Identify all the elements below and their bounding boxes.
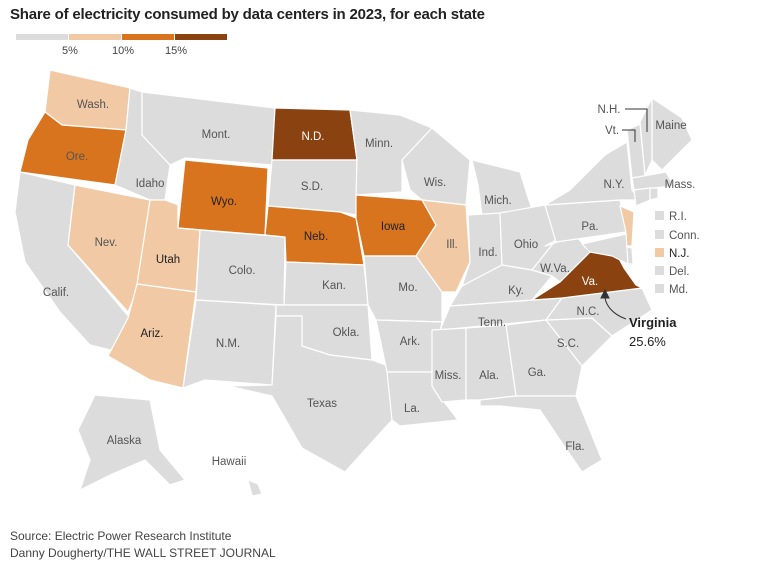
state-ri bbox=[649, 187, 659, 201]
label-ri: R.I. bbox=[669, 211, 687, 223]
label-ne: Neb. bbox=[304, 231, 328, 243]
color-legend bbox=[16, 34, 228, 40]
label-mt: Mont. bbox=[202, 129, 231, 141]
label-ut: Utah bbox=[156, 254, 180, 266]
label-ky: Ky. bbox=[508, 285, 524, 297]
label-az: Ariz. bbox=[141, 328, 164, 340]
label-de: Del. bbox=[669, 266, 689, 278]
de-swatch bbox=[655, 266, 664, 275]
label-hi: Hawaii bbox=[212, 456, 247, 468]
nh-leader-line bbox=[625, 108, 648, 132]
md-swatch bbox=[655, 284, 664, 293]
label-ny: N.Y. bbox=[604, 179, 625, 191]
label-mo: Mo. bbox=[398, 282, 417, 294]
state-ct bbox=[633, 187, 651, 207]
label-wa: Wash. bbox=[77, 99, 109, 111]
label-me: Maine bbox=[655, 120, 686, 132]
state-nm bbox=[182, 299, 277, 389]
label-nd: N.D. bbox=[302, 131, 325, 143]
label-id: Idaho bbox=[136, 178, 165, 190]
state-fl bbox=[479, 395, 603, 473]
ct-swatch bbox=[655, 230, 664, 239]
state-ga bbox=[505, 319, 583, 397]
legend-bin-3 bbox=[175, 34, 227, 40]
state-md bbox=[581, 233, 629, 265]
legend-bin-0 bbox=[16, 34, 68, 40]
label-va: Va. bbox=[582, 276, 598, 288]
label-fl: Fla. bbox=[565, 441, 584, 453]
legend-tick: 10% bbox=[112, 45, 135, 57]
label-ar: Ark. bbox=[400, 336, 420, 348]
label-ks: Kan. bbox=[322, 280, 346, 292]
label-mi: Mich. bbox=[484, 195, 511, 207]
ri-swatch bbox=[655, 211, 664, 220]
state-ms bbox=[431, 327, 467, 403]
state-sd bbox=[267, 159, 358, 216]
credit-note: Danny Dougherty/THE WALL STREET JOURNAL bbox=[10, 546, 276, 560]
virginia-callout-name: Virginia bbox=[629, 315, 677, 330]
label-sc: S.C. bbox=[557, 338, 579, 350]
legend-bin-2 bbox=[122, 34, 174, 40]
label-nj: N.J. bbox=[669, 248, 689, 260]
label-pa: Pa. bbox=[581, 221, 598, 233]
state-ak bbox=[77, 394, 186, 491]
label-wy: Wyo. bbox=[211, 196, 237, 208]
label-nc: N.C. bbox=[577, 306, 600, 318]
label-or: Ore. bbox=[66, 151, 88, 163]
label-ok: Okla. bbox=[333, 327, 360, 339]
label-nh: N.H. bbox=[598, 104, 621, 116]
footer: Source: Electric Power Research Institut… bbox=[10, 528, 276, 562]
virginia-callout-value: 25.6% bbox=[629, 334, 666, 349]
arrowhead-icon bbox=[600, 288, 610, 299]
map-title: Share of electricity consumed by data ce… bbox=[10, 6, 485, 23]
label-oh: Ohio bbox=[514, 239, 538, 251]
label-vt: Vt. bbox=[605, 125, 619, 137]
label-nm: N.M. bbox=[216, 338, 240, 350]
state-ny bbox=[544, 141, 641, 206]
vt-leader-line bbox=[622, 129, 636, 142]
label-md: Md. bbox=[669, 284, 688, 296]
label-tx: Texas bbox=[307, 398, 337, 410]
state-hi bbox=[247, 479, 263, 497]
state-me bbox=[651, 97, 693, 171]
legend-tick: 15% bbox=[165, 45, 188, 57]
label-ia: Iowa bbox=[381, 221, 406, 233]
label-al: Ala. bbox=[479, 370, 499, 382]
label-wv: W.Va. bbox=[540, 263, 570, 275]
state-ma bbox=[631, 171, 675, 191]
legend-bin-1 bbox=[69, 34, 121, 40]
label-ms: Miss. bbox=[435, 370, 462, 382]
label-ga: Ga. bbox=[528, 367, 547, 379]
nj-swatch bbox=[655, 248, 664, 257]
label-mn: Minn. bbox=[365, 138, 393, 150]
state-il bbox=[415, 199, 471, 293]
source-note: Source: Electric Power Research Institut… bbox=[10, 529, 232, 543]
label-co: Colo. bbox=[229, 265, 256, 277]
label-nv: Nev. bbox=[95, 237, 118, 249]
label-sd: S.D. bbox=[301, 181, 323, 193]
label-ca: Calif. bbox=[43, 287, 69, 299]
label-ma: Mass. bbox=[665, 179, 696, 191]
label-il: Ill. bbox=[446, 239, 458, 251]
label-tn: Tenn. bbox=[478, 317, 506, 329]
state-mn bbox=[349, 109, 433, 196]
label-wi: Wis. bbox=[424, 177, 446, 189]
label-ct: Conn. bbox=[669, 230, 700, 242]
label-la: La. bbox=[404, 403, 420, 415]
legend-tick: 5% bbox=[62, 45, 78, 57]
label-ak: Alaska bbox=[107, 435, 142, 447]
label-in: Ind. bbox=[478, 247, 497, 259]
